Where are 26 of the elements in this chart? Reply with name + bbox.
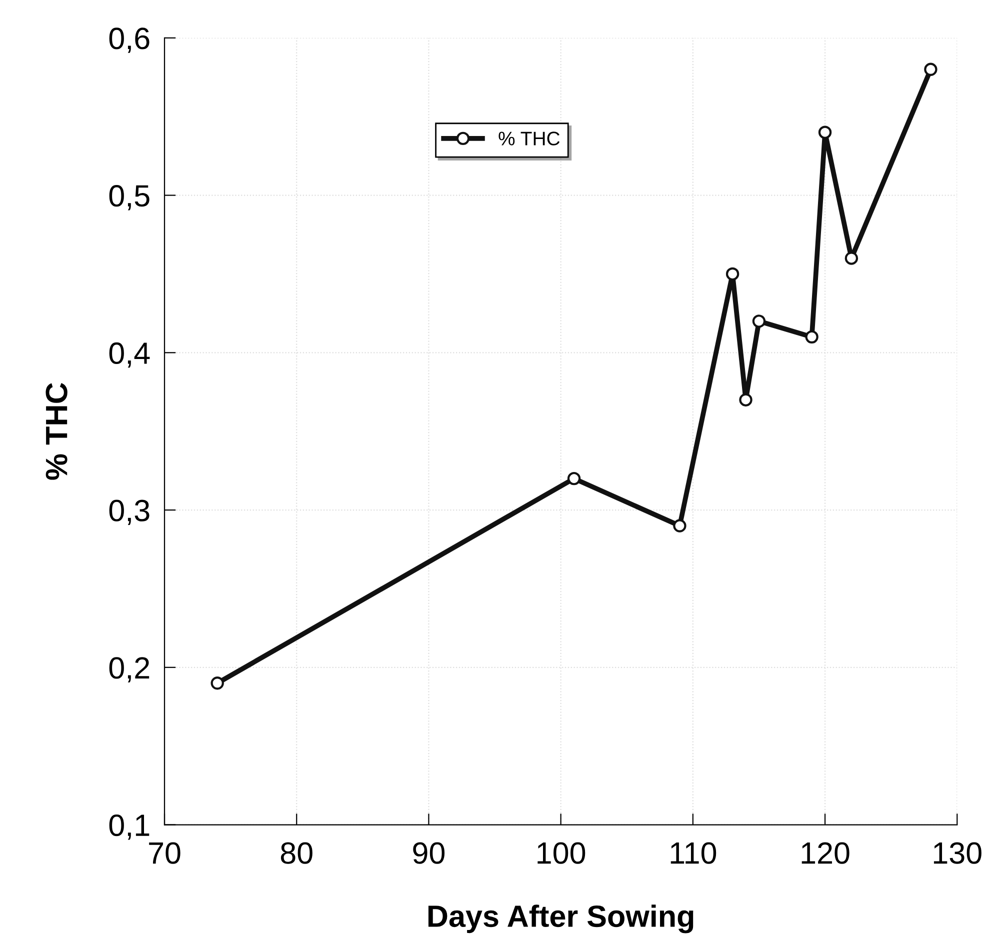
x-tick-label: 110 [670, 842, 716, 864]
x-tick-label: 80 [280, 842, 312, 864]
x-tick-label: 70 [149, 842, 180, 864]
x-tick-label: 100 [538, 842, 586, 864]
y-tick-label: 0,5 [109, 185, 150, 210]
point [739, 393, 752, 406]
point [752, 314, 766, 328]
x-axis-title: Days After Sowing [428, 904, 694, 934]
point [567, 472, 581, 486]
x-tick-label: 130 [934, 842, 982, 864]
point [210, 676, 224, 690]
y-tick-label: 0,4 [109, 342, 150, 368]
point [818, 126, 832, 139]
y-tick-label: 0,3 [109, 500, 150, 526]
x-tick-label: 120 [802, 842, 850, 864]
y-tick-label: 0,6 [109, 28, 150, 53]
x-tick-label: 90 [413, 842, 445, 864]
y-tick-label: 0,2 [109, 657, 150, 682]
y-axis-title: % THC [46, 382, 68, 480]
point [805, 330, 818, 344]
point [726, 267, 740, 281]
y-tick-label: 0,1 [109, 814, 150, 840]
point [673, 519, 686, 532]
point [844, 252, 858, 265]
legend-label: % THC [498, 132, 560, 146]
point [924, 62, 938, 76]
